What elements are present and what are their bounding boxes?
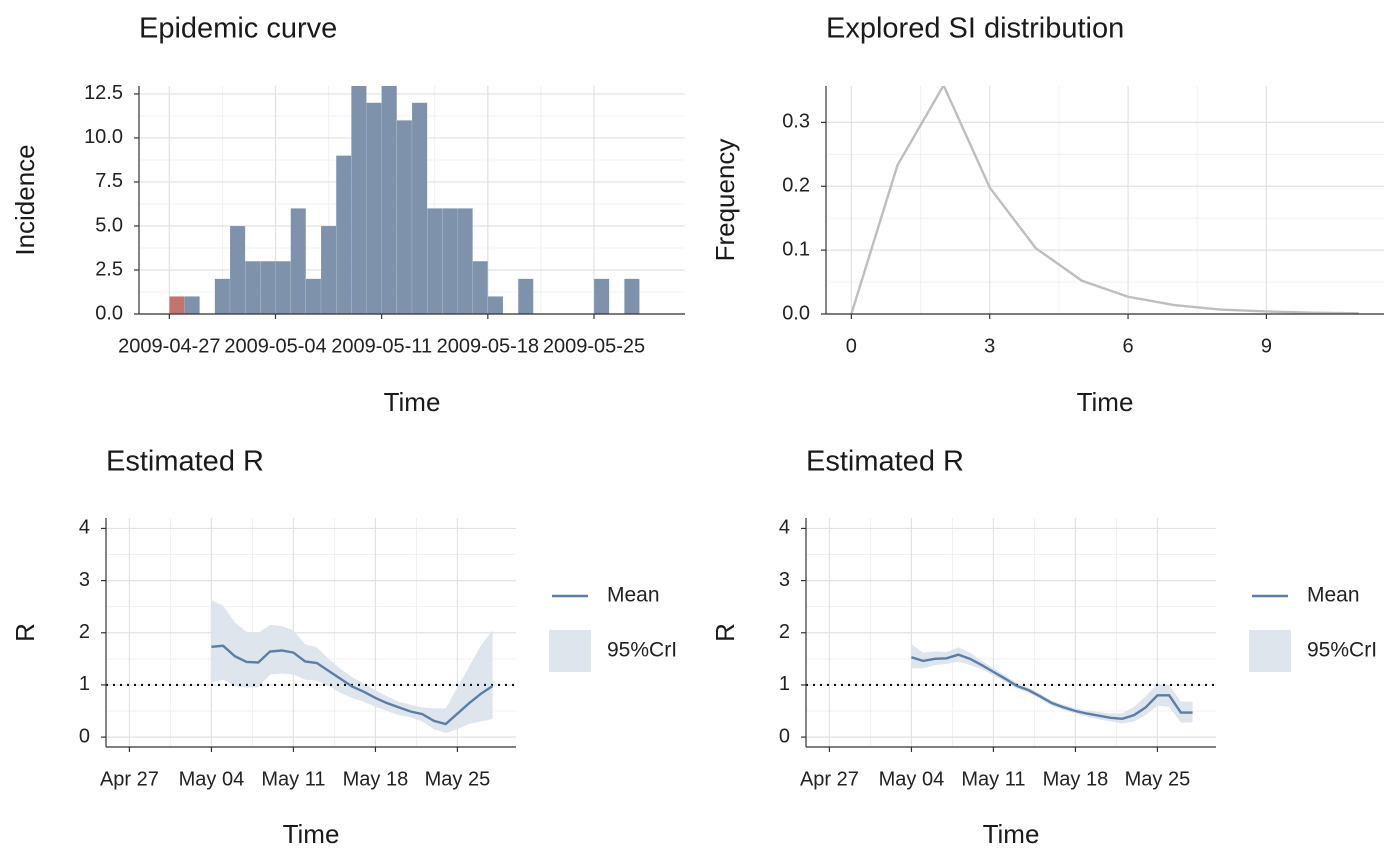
y-tick-label: 4 [79, 517, 90, 539]
y-tick-label: 4 [779, 517, 790, 539]
x-tick-label: May 04 [179, 768, 245, 790]
bar [624, 278, 640, 314]
y-tick-label: 2 [79, 621, 90, 643]
y-tick-label: 1 [779, 673, 790, 695]
x-tick-label: May 18 [343, 768, 409, 790]
x-tick-label: 2009-05-18 [437, 335, 539, 357]
y-tick-label: 1 [79, 673, 90, 695]
y-tick-label: 3 [779, 569, 790, 591]
y-tick-label: 5.0 [95, 214, 123, 236]
x-tick-label: May 11 [261, 768, 325, 790]
y-tick-label: 0.0 [782, 302, 810, 324]
credible-band [211, 600, 493, 733]
panel: 0.0 0.1 0.2 0.3 0 3 6 9 Explored SI distribution… [710, 13, 1384, 417]
bar [442, 208, 458, 314]
bar [366, 102, 382, 314]
bar [457, 208, 473, 314]
x-tick-label: Apr 27 [800, 768, 859, 790]
y-tick-label: 10.0 [84, 126, 123, 148]
x-axis-label: Time [1077, 387, 1134, 417]
bar [275, 261, 291, 314]
bar [487, 296, 504, 314]
y-axis-label: Incidence [10, 144, 40, 255]
bar [351, 86, 367, 314]
y-tick-label: 3 [79, 569, 90, 591]
chart-title: Estimated R [806, 446, 964, 478]
x-tick-label: 2009-05-25 [543, 335, 645, 357]
chart-title: Estimated R [106, 446, 264, 478]
legend-label: 95%CrI [607, 639, 677, 662]
y-axis-label: R [10, 623, 40, 642]
legend-patch [1249, 630, 1291, 672]
y-tick-label: 12.5 [84, 82, 123, 104]
y-tick-label: 0.3 [782, 111, 810, 133]
chart-title: Explored SI distribution [826, 13, 1124, 45]
y-tick-label: 0 [79, 725, 90, 747]
x-tick-label: 2009-04-27 [118, 335, 220, 357]
bar [214, 278, 231, 314]
bar [260, 261, 276, 314]
marks [806, 644, 1216, 724]
x-tick-label: May 18 [1043, 768, 1109, 790]
marks [106, 600, 516, 733]
x-tick-label: Apr 27 [100, 768, 159, 790]
x-tick-label: 9 [1261, 335, 1272, 357]
y-tick-label: 0.2 [782, 175, 810, 197]
bar [169, 296, 185, 314]
bar [245, 261, 261, 314]
legend-label: Mean [607, 584, 660, 607]
y-tick-label: 2 [779, 621, 790, 643]
bar [472, 261, 488, 314]
x-tick-label: May 04 [879, 768, 945, 790]
x-tick-label: May 11 [961, 768, 1025, 790]
bar [320, 225, 337, 314]
x-tick-label: 6 [1122, 335, 1133, 357]
bar [305, 278, 322, 314]
panel: 0.0 2.5 5.0 7.5 10.0 12.5 2009-04-27 2009-05-04… [10, 13, 685, 417]
x-tick-label: 2009-05-04 [224, 335, 326, 357]
panel: 0 1 2 3 4 Apr 27 May 04 May 11 May 18 May 25 Estim… [10, 446, 677, 849]
bar [381, 86, 397, 314]
y-tick-label: 7.5 [95, 170, 123, 192]
x-axis-label: Time [283, 819, 340, 849]
line [911, 653, 1193, 721]
bar [518, 278, 534, 314]
x-tick-label: 2009-05-11 [331, 335, 432, 357]
line [211, 644, 494, 726]
chart-title: Epidemic curve [139, 13, 337, 45]
x-axis-label: Time [384, 387, 441, 417]
bar [290, 208, 306, 314]
line [850, 86, 1359, 314]
x-axis-label: Time [983, 819, 1040, 849]
y-tick-label: 2.5 [95, 258, 123, 280]
bar [427, 208, 443, 314]
marks [169, 86, 640, 314]
x-tick-label: May 25 [425, 768, 491, 790]
bar [411, 102, 428, 314]
legend-label: 95%CrI [1307, 639, 1377, 662]
x-tick-label: 3 [984, 335, 995, 357]
bar [184, 296, 200, 314]
legend-label: Mean [1307, 584, 1360, 607]
y-tick-label: 0.0 [95, 302, 123, 324]
y-axis-label: R [710, 623, 740, 642]
bar [229, 225, 246, 314]
bar [396, 120, 413, 314]
y-axis-label: Frequency [710, 139, 740, 262]
legend-patch [549, 630, 591, 672]
y-tick-label: 0 [779, 725, 790, 747]
bar [593, 278, 610, 314]
x-tick-label: May 25 [1125, 768, 1191, 790]
x-tick-label: 0 [846, 335, 857, 357]
marks [850, 86, 1359, 314]
bar [336, 155, 352, 314]
panel: 0 1 2 3 4 Apr 27 May 04 May 11 May 18 May 25 Estim… [710, 446, 1377, 849]
y-tick-label: 0.1 [782, 238, 810, 260]
